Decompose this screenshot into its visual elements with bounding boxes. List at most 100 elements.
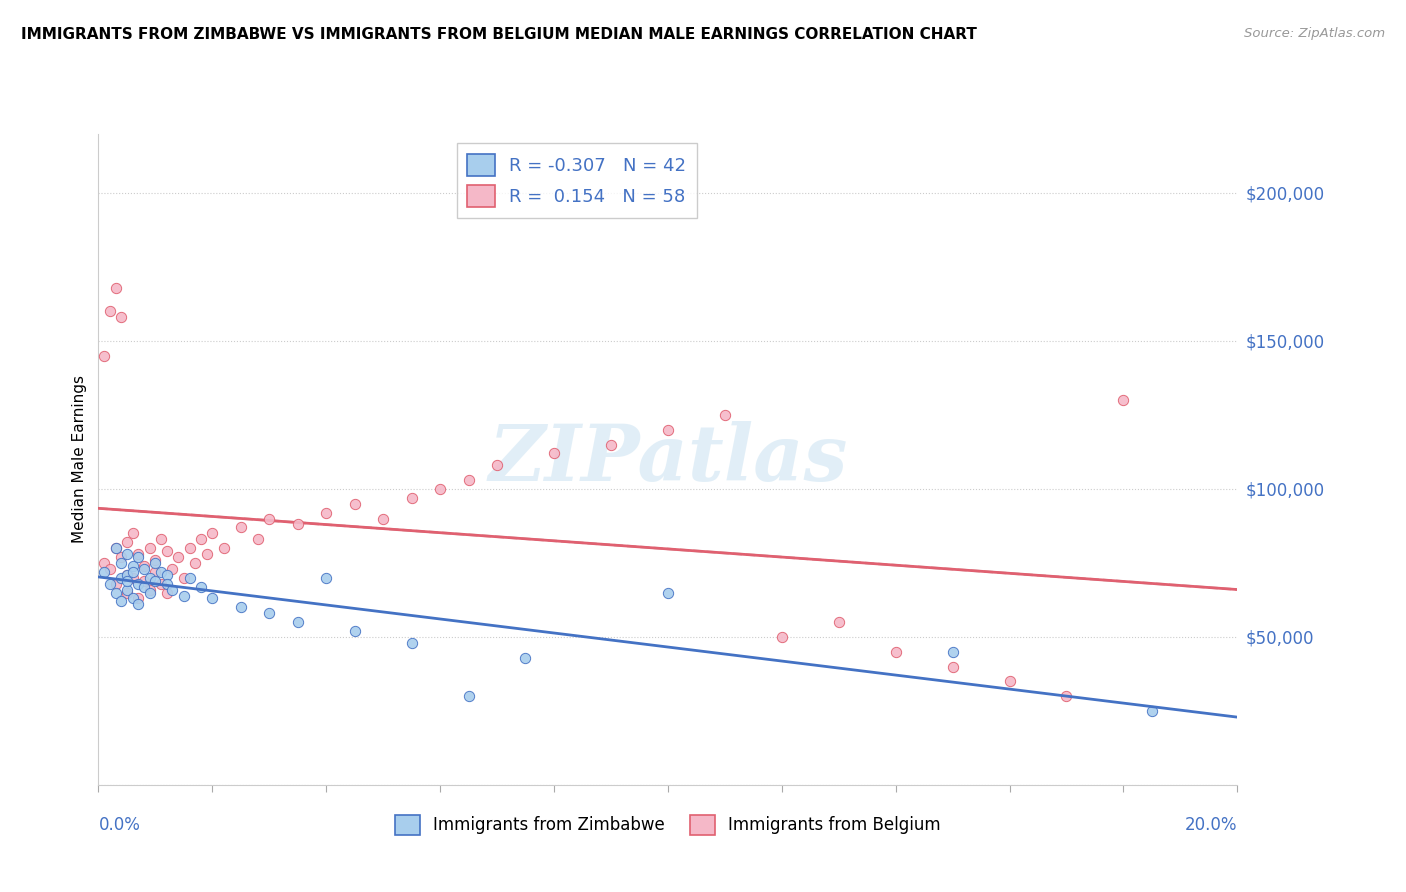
Point xyxy=(127,549,149,565)
Legend: Immigrants from Zimbabwe, Immigrants from Belgium: Immigrants from Zimbabwe, Immigrants fro… xyxy=(388,808,948,842)
Point xyxy=(246,533,269,547)
Text: 0.0%: 0.0% xyxy=(98,815,141,833)
Point xyxy=(156,576,179,591)
Point xyxy=(657,585,679,599)
Point xyxy=(401,491,423,505)
Point xyxy=(184,556,207,570)
Point xyxy=(714,408,737,422)
Text: 20.0%: 20.0% xyxy=(1185,815,1237,833)
Point xyxy=(132,562,155,576)
Point xyxy=(201,526,224,541)
Point xyxy=(457,473,479,487)
Point xyxy=(429,482,451,496)
Point xyxy=(190,533,212,547)
Point xyxy=(373,511,395,525)
Point xyxy=(93,349,115,363)
Point xyxy=(110,310,132,325)
Point xyxy=(287,615,309,630)
Point xyxy=(515,650,537,665)
Point xyxy=(138,571,160,585)
Point xyxy=(132,558,155,573)
Point xyxy=(104,541,127,556)
Point xyxy=(1056,689,1078,703)
Point xyxy=(156,585,179,599)
Point xyxy=(150,576,173,591)
Point xyxy=(121,571,143,585)
Point xyxy=(127,591,149,606)
Point xyxy=(138,541,160,556)
Point xyxy=(600,437,623,451)
Point xyxy=(195,547,218,561)
Point xyxy=(259,511,281,525)
Text: IMMIGRANTS FROM ZIMBABWE VS IMMIGRANTS FROM BELGIUM MEDIAN MALE EARNINGS CORRELA: IMMIGRANTS FROM ZIMBABWE VS IMMIGRANTS F… xyxy=(21,27,977,42)
Point xyxy=(212,541,235,556)
Point xyxy=(121,558,143,573)
Point xyxy=(156,567,179,582)
Point xyxy=(145,574,167,588)
Point xyxy=(98,304,121,318)
Point xyxy=(884,645,907,659)
Point xyxy=(828,615,851,630)
Point xyxy=(115,535,138,549)
Point xyxy=(287,517,309,532)
Point xyxy=(190,580,212,594)
Point xyxy=(201,591,224,606)
Point xyxy=(138,585,160,599)
Point xyxy=(145,565,167,579)
Point xyxy=(343,497,366,511)
Point xyxy=(167,549,190,565)
Point xyxy=(110,549,132,565)
Point xyxy=(150,533,173,547)
Point xyxy=(132,574,155,588)
Point xyxy=(173,571,195,585)
Point xyxy=(315,571,337,585)
Point xyxy=(104,585,127,599)
Point xyxy=(110,556,132,570)
Point xyxy=(115,585,138,599)
Point xyxy=(132,580,155,594)
Point xyxy=(104,576,127,591)
Point xyxy=(770,630,793,644)
Point xyxy=(543,446,565,460)
Point xyxy=(457,689,479,703)
Point xyxy=(657,423,679,437)
Point xyxy=(150,565,173,579)
Point xyxy=(179,541,201,556)
Point xyxy=(121,526,143,541)
Point xyxy=(173,589,195,603)
Point xyxy=(998,674,1021,689)
Point xyxy=(156,544,179,558)
Point xyxy=(179,571,201,585)
Point xyxy=(98,562,121,576)
Point xyxy=(98,576,121,591)
Point xyxy=(115,574,138,588)
Point xyxy=(229,520,252,534)
Point xyxy=(486,458,509,473)
Point xyxy=(121,591,143,606)
Point xyxy=(162,582,184,597)
Point xyxy=(110,594,132,608)
Point xyxy=(115,567,138,582)
Point xyxy=(942,659,965,673)
Point xyxy=(115,547,138,561)
Point xyxy=(115,582,138,597)
Point xyxy=(110,571,132,585)
Point xyxy=(259,607,281,621)
Point xyxy=(229,600,252,615)
Point xyxy=(93,565,115,579)
Point xyxy=(138,582,160,597)
Text: ZIPatlas: ZIPatlas xyxy=(488,421,848,498)
Point xyxy=(93,556,115,570)
Point xyxy=(127,547,149,561)
Point xyxy=(401,636,423,650)
Point xyxy=(145,556,167,570)
Point xyxy=(343,624,366,638)
Point xyxy=(1112,393,1135,408)
Point xyxy=(315,506,337,520)
Point xyxy=(115,567,138,582)
Point xyxy=(127,598,149,612)
Text: Source: ZipAtlas.com: Source: ZipAtlas.com xyxy=(1244,27,1385,40)
Point xyxy=(145,553,167,567)
Point xyxy=(942,645,965,659)
Point xyxy=(104,281,127,295)
